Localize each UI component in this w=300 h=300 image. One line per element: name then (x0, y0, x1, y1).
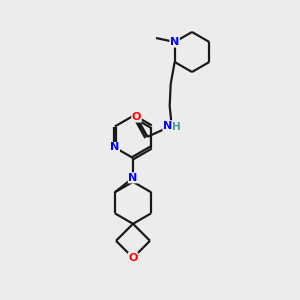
Text: O: O (132, 112, 141, 122)
Text: N: N (110, 142, 119, 152)
Text: N: N (163, 121, 172, 131)
Text: O: O (128, 253, 138, 263)
Text: H: H (172, 122, 181, 132)
Text: N: N (170, 37, 179, 47)
Text: N: N (128, 173, 138, 183)
